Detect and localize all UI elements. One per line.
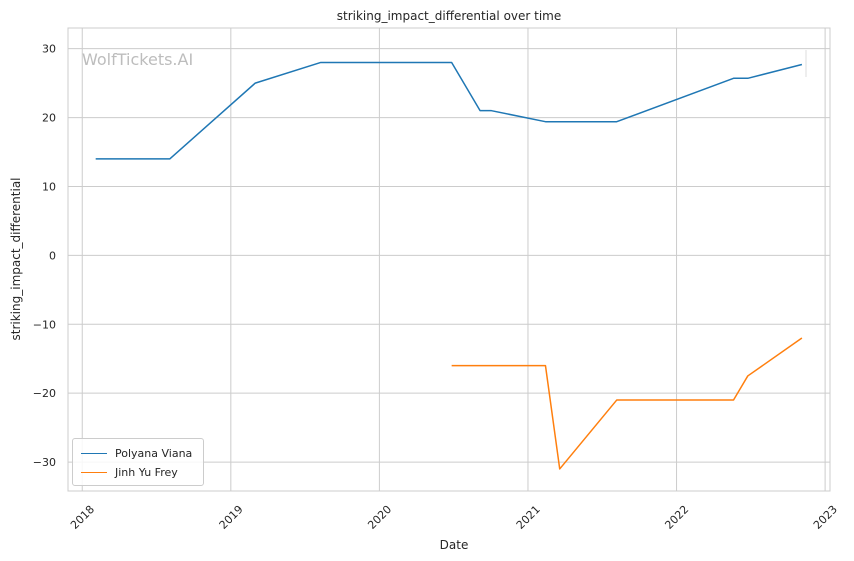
x-tick-label: 2019 (217, 503, 246, 532)
y-tick-label: 10 (42, 180, 56, 193)
y-tick-label: 30 (42, 43, 56, 56)
x-tick-label: 2022 (662, 503, 691, 532)
chart-title: striking_impact_differential over time (337, 9, 562, 23)
plot-area (67, 27, 831, 492)
legend-item-polyana-viana: Polyana Viana (81, 445, 192, 461)
series-line-polyana-viana (95, 61, 803, 160)
y-tick-label: −30 (33, 456, 56, 469)
series-line-jinh-yu-frey (451, 337, 803, 470)
x-tick-label: 2020 (365, 503, 394, 532)
legend-item-jinh-yu-frey: Jinh Yu Frey (81, 464, 178, 480)
legend-label: Jinh Yu Frey (115, 465, 178, 479)
legend-label: Polyana Viana (115, 446, 193, 460)
x-axis-label: Date (440, 538, 469, 552)
series-lines (95, 61, 803, 470)
x-tick-label: 2018 (68, 503, 97, 532)
y-tick-labels: 30 20 10 0 −10 −20 −30 (33, 43, 56, 469)
legend: Polyana Viana Jinh Yu Frey (72, 438, 204, 486)
x-tick-label: 2023 (811, 503, 840, 532)
x-tick-label: 2021 (514, 503, 543, 532)
x-tick-labels: 2018 2019 2020 2021 2022 2023 (68, 503, 840, 532)
legend-swatch-polyana-viana (81, 452, 107, 454)
y-axis-label: striking_impact_differential (9, 177, 23, 340)
watermark: WolfTickets.AI (82, 50, 193, 69)
y-tick-label: 0 (49, 249, 56, 262)
y-tick-label: −20 (33, 387, 56, 400)
y-tick-label: 20 (42, 112, 56, 125)
legend-swatch-jinh-yu-frey (81, 471, 107, 473)
y-tick-label: −10 (33, 318, 56, 331)
